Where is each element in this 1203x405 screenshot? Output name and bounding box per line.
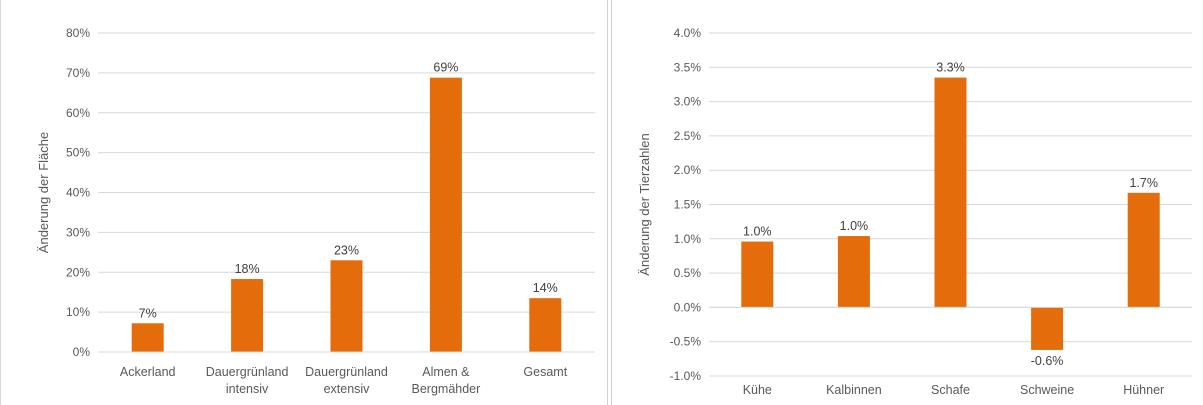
y-tick-label: -1.0% [670,369,702,383]
bar-4 [529,298,562,352]
y-tick-label: 0.0% [674,300,702,314]
y-tick-label: 1.0% [674,232,702,246]
bar-1 [837,236,870,308]
data-label: 23% [334,243,359,257]
x-category-label: Dauergrünland [305,365,388,379]
data-label: 3.3% [936,61,965,75]
y-tick-label: -0.5% [670,335,702,349]
x-category-label: Schafe [931,383,970,397]
y-tick-label: 3.0% [674,95,702,109]
chart-flaeche: 0% 10% 20% 30% 40% 50% 60% 70% 80% Änderung der F… [36,26,595,396]
bar-2 [330,260,363,352]
y-tick-label: 80% [66,26,90,40]
y-tick-label: 4.0% [674,26,702,40]
y-tick-label: 2.5% [674,129,702,143]
data-label: 1.0% [743,225,772,239]
bar-3 [1031,307,1064,350]
bar-0 [131,323,164,352]
data-label: 1.7% [1129,176,1158,190]
bar-1 [231,279,264,352]
data-label: 18% [235,262,260,276]
x-category-label: Schweine [1020,383,1074,397]
x-category-label: Bergmähder [412,382,481,396]
y-tick-label: 10% [66,305,90,319]
y-tick-label: 0.5% [674,266,702,280]
y-tick-label: 70% [66,66,90,80]
x-category-label: Ackerland [120,365,176,379]
y-tick-label: 40% [66,186,90,200]
y-axis-title: Änderung der Fläche [36,132,51,253]
bar-4 [1127,192,1160,308]
x-category-label: Dauergrünland [206,365,289,379]
y-tick-label: 3.5% [674,60,702,74]
x-category-label: Kalbinnen [826,383,882,397]
y-tick-label: 50% [66,146,90,160]
x-category-label: intensiv [226,382,269,396]
data-label: 7% [139,306,157,320]
chart-tierzahlen: -1.0% -0.5% 0.0% 0.5% 1.0% 1.5% 2.0% 2.5% 3.0% 3.… [637,26,1192,397]
x-category-label: Kühe [743,383,772,397]
bar-0 [741,241,774,308]
y-tick-label: 1.5% [674,198,702,212]
bar-3 [429,77,462,352]
y-tick-label: 60% [66,106,90,120]
x-category-label: Almen & [422,365,470,379]
data-label: -0.6% [1031,354,1064,368]
y-tick-label: 30% [66,225,90,239]
x-category-label: Gesamt [523,365,567,379]
chart-panel-flaeche: 0% 10% 20% 30% 40% 50% 60% 70% 80% Änderung der F… [0,0,608,405]
y-axis-title: Änderung der Tierzahlen [637,133,652,275]
data-label: 69% [433,61,458,75]
x-category-label: Hühner [1123,383,1164,397]
y-tick-label: 2.0% [674,163,702,177]
x-category-label: extensiv [324,382,371,396]
y-tick-label: 0% [73,345,91,359]
y-tick-label: 20% [66,265,90,279]
data-label: 1.0% [840,219,869,233]
chart-panel-tierzahlen: -1.0% -0.5% 0.0% 0.5% 1.0% 1.5% 2.0% 2.5% 3.0% 3.… [611,0,1203,405]
data-label: 14% [533,281,558,295]
bar-2 [934,77,967,308]
